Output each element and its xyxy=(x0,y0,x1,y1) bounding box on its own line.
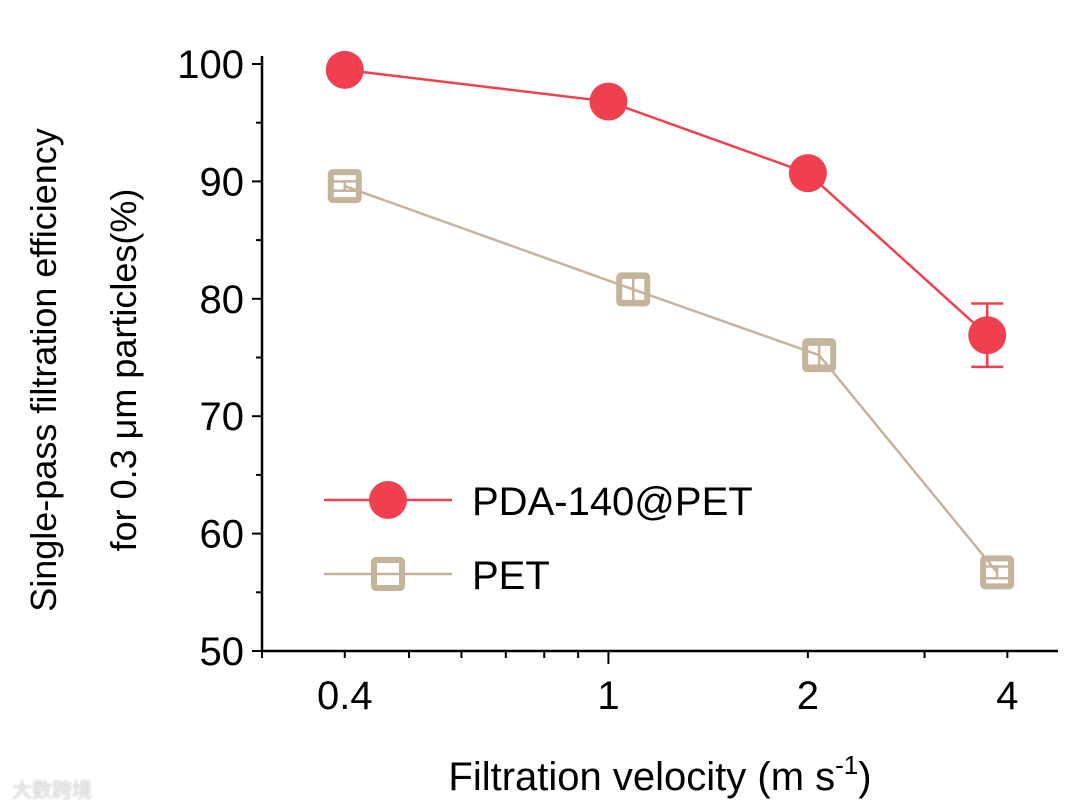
data-point xyxy=(968,316,1007,355)
data-point xyxy=(980,555,1015,590)
data-point xyxy=(325,50,364,89)
x-axis-label-text: Filtration velocity (m s xyxy=(448,755,835,799)
data-point xyxy=(616,272,651,307)
y-tick-label: 60 xyxy=(200,513,245,557)
y-tick-label: 90 xyxy=(200,160,245,204)
x-tick-label: 1 xyxy=(597,674,619,718)
series-line-0 xyxy=(344,68,989,337)
legend-label: PDA-140@PET xyxy=(472,480,753,524)
y-tick-label: 100 xyxy=(177,43,244,87)
x-tick-label: 0.4 xyxy=(317,674,373,718)
data-point xyxy=(327,169,362,204)
x-axis-label-end: ) xyxy=(858,755,871,799)
x-axis-label-superscript: -1 xyxy=(835,750,858,780)
y-axis-label: Single-pass filtration efficiency xyxy=(23,128,64,612)
legend-marker xyxy=(369,481,407,519)
x-tick-label: 2 xyxy=(797,674,819,718)
x-tick-label: 4 xyxy=(996,674,1018,718)
watermark: 大数跨境 xyxy=(12,780,92,802)
y-tick-label: 50 xyxy=(200,630,245,674)
legend-marker xyxy=(371,557,405,591)
y-axis-label: for 0.3 μm particles(%) xyxy=(103,189,144,552)
series-line-1 xyxy=(344,184,999,574)
x-axis-label: Filtration velocity (m s-1) xyxy=(448,750,871,799)
legend-label: PET xyxy=(472,554,550,598)
y-tick-label: 80 xyxy=(200,278,245,322)
y-tick-label: 70 xyxy=(200,395,245,439)
data-point xyxy=(788,154,827,193)
data-point xyxy=(589,82,628,121)
data-point xyxy=(802,338,837,373)
